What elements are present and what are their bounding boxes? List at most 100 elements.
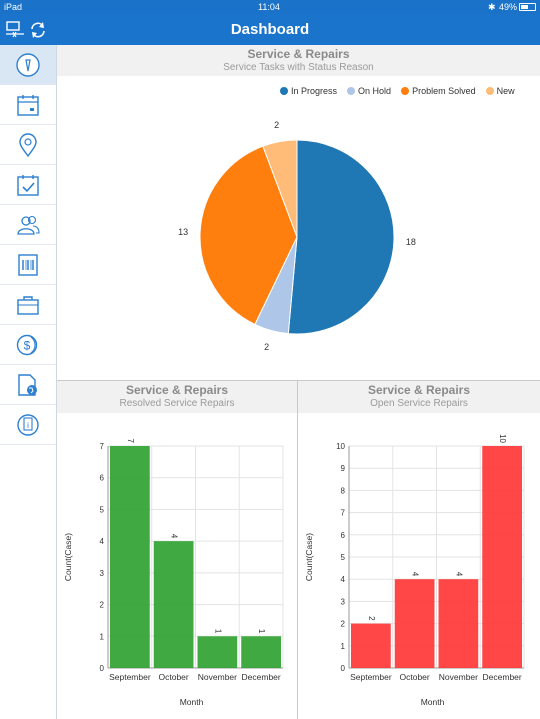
bar-data-label: 4 [454,572,463,577]
panel-subtitle: Resolved Service Repairs [119,398,235,409]
pie-slice[interactable] [199,145,298,326]
legend-swatch [485,87,494,95]
info-doc-icon: i [17,413,39,436]
document-globe-icon [18,373,37,396]
y-tick-label: 4 [341,575,346,584]
legend-item[interactable]: On Hold [347,86,391,96]
x-tick-label: September [350,672,392,682]
panel-title: Service & Repairs [367,383,471,397]
y-tick-label: 10 [336,442,345,451]
bar[interactable] [241,636,281,668]
panel-title: Service & Repairs [247,47,350,61]
bar[interactable] [197,636,238,668]
x-tick-label: October [159,672,189,682]
x-tick-label: November [439,672,478,682]
x-tick-label: November [198,672,237,682]
sidebar-item-billing[interactable]: $ [0,325,56,365]
briefcase-icon [17,295,39,315]
panel-divider [57,380,540,381]
bar-data-label: 2 [367,616,376,621]
y-tick-label: 0 [341,664,346,673]
calendar-check-icon [17,174,39,196]
legend-swatch [280,87,288,95]
open-bar-chart: 0 1 2 3 4 5 6 7 8 9 10 2 September 4 October 4 November 1… [304,434,525,707]
y-axis-label: Count(Case) [63,533,73,581]
legend-label: Problem Solved [412,86,476,96]
panel-header: Service & Repairs Resolved Service Repai… [57,381,297,413]
y-tick-label: 3 [341,597,346,606]
pie-slice[interactable] [262,139,298,238]
bar-data-label: 7 [126,439,135,444]
y-tick-label: 1 [100,632,105,641]
sidebar: $ i [0,45,57,719]
legend-item[interactable]: In Progress [280,86,337,96]
legend-item[interactable]: Problem Solved [401,86,476,96]
x-axis-label: Month [180,697,204,707]
sidebar-item-location[interactable] [0,125,56,165]
svg-text:$: $ [24,338,31,352]
sidebar-item-about[interactable]: i [0,405,56,445]
bar[interactable] [482,446,522,668]
status-bar: iPad 11:04 ✱ 49% [0,0,540,14]
y-tick-label: 5 [100,505,105,514]
location-pin-icon [19,132,37,157]
dollar-coins-icon: $ [16,334,38,355]
pie-slice[interactable] [287,139,395,335]
y-tick-label: 8 [341,486,346,495]
bar[interactable] [438,579,479,668]
sidebar-item-inventory[interactable] [0,245,56,285]
y-tick-label: 6 [100,474,105,483]
bar-data-label: 10 [498,434,507,443]
device-label: iPad [4,2,23,12]
sidebar-item-schedule[interactable] [0,165,56,205]
y-tick-label: 5 [341,553,346,562]
x-tick-label: December [242,672,281,682]
battery-percent: 49% [499,2,518,12]
battery-icon [519,3,536,11]
disconnect-icon[interactable] [5,20,25,40]
legend-label: In Progress [291,86,338,96]
pie-legend: In Progress On Hold Problem Solved New [280,86,515,96]
pie-chart: 18 2 13 2 [178,120,416,352]
sidebar-item-info[interactable] [0,45,56,85]
sidebar-item-reports[interactable] [0,365,56,405]
panel-header: Service & Repairs Service Tasks with Sta… [57,45,540,76]
legend-item[interactable]: New [485,86,515,96]
refresh-icon[interactable] [28,20,48,40]
bar-data-label: 4 [170,534,179,539]
x-axis-label: Month [421,697,445,707]
contacts-icon [17,215,40,235]
y-tick-label: 1 [341,642,346,651]
sidebar-item-contacts[interactable] [0,205,56,245]
pie-data-label: 2 [264,342,269,352]
bar-data-label: 4 [411,572,420,577]
y-axis-label: Count(Case) [304,533,314,581]
bluetooth-icon: ✱ [488,2,496,12]
bar[interactable] [394,579,435,668]
app-header: Dashboard [0,14,540,45]
y-tick-label: 6 [341,531,346,540]
bar[interactable] [110,446,150,668]
sidebar-item-calendar[interactable] [0,85,56,125]
y-tick-label: 7 [100,442,105,451]
resolved-bar-chart: 0 1 2 3 4 5 6 7 7 September 4 October 1 November 1 Dece… [63,439,284,707]
clock: 11:04 [258,2,280,12]
panel-title: Service & Repairs [125,383,229,397]
panel-subtitle: Open Service Repairs [370,398,468,409]
x-tick-label: October [400,672,430,682]
panel-open-repairs: Service & Repairs Open Service Repairs 0… [298,381,540,719]
y-tick-label: 2 [341,620,346,629]
pie-data-label: 2 [274,120,279,130]
bar[interactable] [351,623,391,668]
sidebar-item-jobs[interactable] [0,285,56,325]
y-tick-label: 9 [341,464,346,473]
panel-header: Service & Repairs Open Service Repairs [298,381,540,413]
legend-label: On Hold [358,86,392,96]
info-icon [16,52,40,77]
bar[interactable] [153,541,194,668]
legend-label: New [496,86,515,96]
y-tick-label: 4 [100,537,105,546]
y-tick-label: 7 [341,509,346,518]
svg-text:i: i [27,421,29,430]
x-tick-label: December [483,672,522,682]
